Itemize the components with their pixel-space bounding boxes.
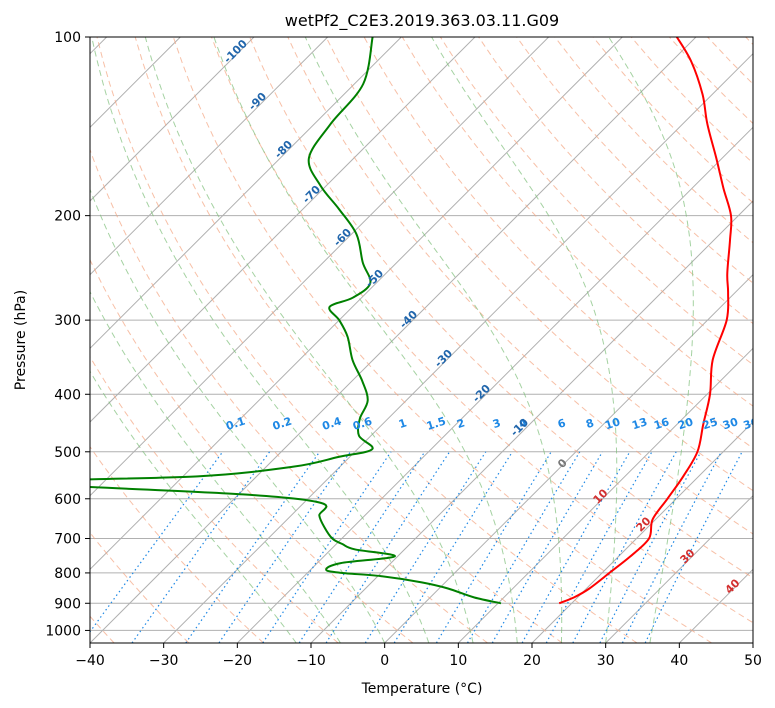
x-tick-label: −20 bbox=[223, 653, 253, 669]
isotherm-line bbox=[90, 37, 697, 643]
isotherm-line bbox=[90, 37, 402, 350]
isotherm-line bbox=[90, 37, 623, 571]
x-axis: −40 −30 −20 −10 0 10 20 30 40 50 bbox=[75, 643, 762, 669]
x-axis-title: Temperature (°C) bbox=[361, 681, 483, 697]
mixing-ratio-line bbox=[298, 451, 426, 643]
isotherm-line bbox=[163, 52, 753, 643]
x-tick-label: 30 bbox=[597, 653, 615, 669]
series-layer bbox=[90, 37, 733, 605]
dry-adiabat-line bbox=[287, 37, 753, 535]
moist-adiabat-line bbox=[90, 188, 386, 643]
mixing-ratio-line bbox=[218, 451, 351, 643]
mixing-ratio-line bbox=[599, 451, 702, 643]
mixing-ratio-label: 20 bbox=[676, 415, 695, 432]
mixing-ratio-label: 6 bbox=[556, 416, 568, 431]
moist-adiabat-line bbox=[91, 37, 430, 643]
mixing-ratio-label: 25 bbox=[701, 415, 720, 432]
x-tick-label: −40 bbox=[75, 653, 105, 669]
x-tick-label: −10 bbox=[296, 653, 326, 669]
dewpoint-profile-line bbox=[90, 37, 502, 605]
x-tick-label: 50 bbox=[744, 653, 762, 669]
mixing-ratio-label: 16 bbox=[652, 415, 671, 432]
mixing-ratio-label: 0.2 bbox=[271, 415, 294, 433]
x-tick-label: 40 bbox=[670, 653, 688, 669]
isotherm-line bbox=[90, 37, 550, 497]
dry-adiabat-line bbox=[96, 37, 563, 643]
isotherm-line bbox=[605, 494, 753, 643]
grid-layer bbox=[90, 37, 753, 643]
mixing-ratio-label: 1.5 bbox=[425, 415, 448, 433]
x-tick-label: −30 bbox=[149, 653, 179, 669]
mixing-ratio-lines bbox=[90, 451, 743, 643]
moist-adiabat-line bbox=[90, 370, 297, 643]
x-tick-label: 10 bbox=[449, 653, 467, 669]
mixing-ratio-label: 2 bbox=[455, 416, 466, 431]
mixing-ratio-line bbox=[466, 451, 581, 643]
temperature-profile-line bbox=[558, 37, 733, 605]
y-tick-label: 1000 bbox=[45, 623, 81, 639]
mixing-ratio-label: 13 bbox=[630, 415, 649, 432]
x-tick-label: 0 bbox=[380, 653, 389, 669]
y-tick-label: 700 bbox=[54, 532, 81, 548]
mixing-ratio-label: 1 bbox=[397, 416, 408, 431]
x-tick-label: 20 bbox=[523, 653, 541, 669]
mixing-ratio-label: 0.6 bbox=[351, 414, 374, 432]
y-tick-label: 100 bbox=[54, 30, 81, 46]
y-axis-title: Pressure (hPa) bbox=[13, 290, 29, 390]
dry-adiabat-line bbox=[90, 258, 414, 643]
isotherm-line bbox=[457, 347, 753, 643]
isotherm-line bbox=[90, 37, 329, 276]
y-tick-label: 300 bbox=[54, 313, 81, 329]
y-tick-label: 400 bbox=[54, 387, 81, 403]
moist-adiabat-line bbox=[431, 37, 618, 643]
mixing-ratio-line bbox=[364, 451, 487, 643]
mixing-ratio-label: 30 bbox=[721, 415, 740, 432]
mixing-ratio-label: 8 bbox=[584, 416, 595, 431]
mixing-ratio-label: 0.4 bbox=[321, 414, 344, 432]
mixing-ratio-line bbox=[325, 451, 451, 643]
isotherm-line bbox=[531, 421, 753, 643]
moist-adiabat-line bbox=[90, 290, 341, 643]
moist-adiabat-line bbox=[213, 37, 518, 643]
y-tick-label: 500 bbox=[54, 445, 81, 461]
dry-adiabat-line bbox=[172, 37, 712, 643]
mixing-ratio-line bbox=[262, 451, 392, 643]
mixing-ratio-label: 10 bbox=[603, 415, 622, 432]
mixing-ratio-line bbox=[393, 451, 513, 643]
mixing-ratio-line bbox=[572, 451, 677, 643]
dry-adiabat-line bbox=[211, 37, 753, 624]
mixing-ratio-label: 3 bbox=[491, 416, 502, 431]
y-axis: 100 200 300 400 500 600 700 800 900 1000 bbox=[45, 30, 90, 639]
chart-title: wetPf2_C2E3.2019.363.03.11.G09 bbox=[285, 11, 559, 31]
moist-adiabats bbox=[90, 37, 694, 643]
mixing-ratio-label: 36 bbox=[742, 415, 761, 432]
dry-adiabat-line bbox=[249, 37, 753, 579]
y-tick-label: 600 bbox=[54, 492, 81, 508]
plot-area: 0.1 0.2 0.4 0.6 1 1.5 2 3 4 6 8 10 13 16 20 25 30 3601020… bbox=[90, 37, 761, 643]
isotherm-line bbox=[90, 37, 476, 423]
plot-frame bbox=[89, 36, 754, 644]
y-tick-label: 900 bbox=[54, 596, 81, 612]
isotherm-line bbox=[90, 37, 255, 202]
mixing-ratio-label: 0.1 bbox=[224, 415, 247, 433]
moist-adiabat-line bbox=[304, 37, 563, 643]
moist-adiabat-line bbox=[144, 37, 474, 643]
isotherm-line bbox=[384, 273, 753, 643]
dry-adiabat-line bbox=[134, 37, 638, 643]
mixing-ratio-line bbox=[435, 451, 552, 643]
mixing-ratio-label: 4 bbox=[517, 416, 529, 431]
moist-adiabat-line bbox=[608, 37, 694, 643]
y-tick-label: 200 bbox=[54, 209, 81, 225]
dry-adiabat-line bbox=[325, 37, 753, 492]
mixing-ratio-line bbox=[185, 451, 321, 643]
dry-adiabat-line bbox=[516, 37, 753, 284]
y-tick-label: 800 bbox=[54, 566, 81, 582]
